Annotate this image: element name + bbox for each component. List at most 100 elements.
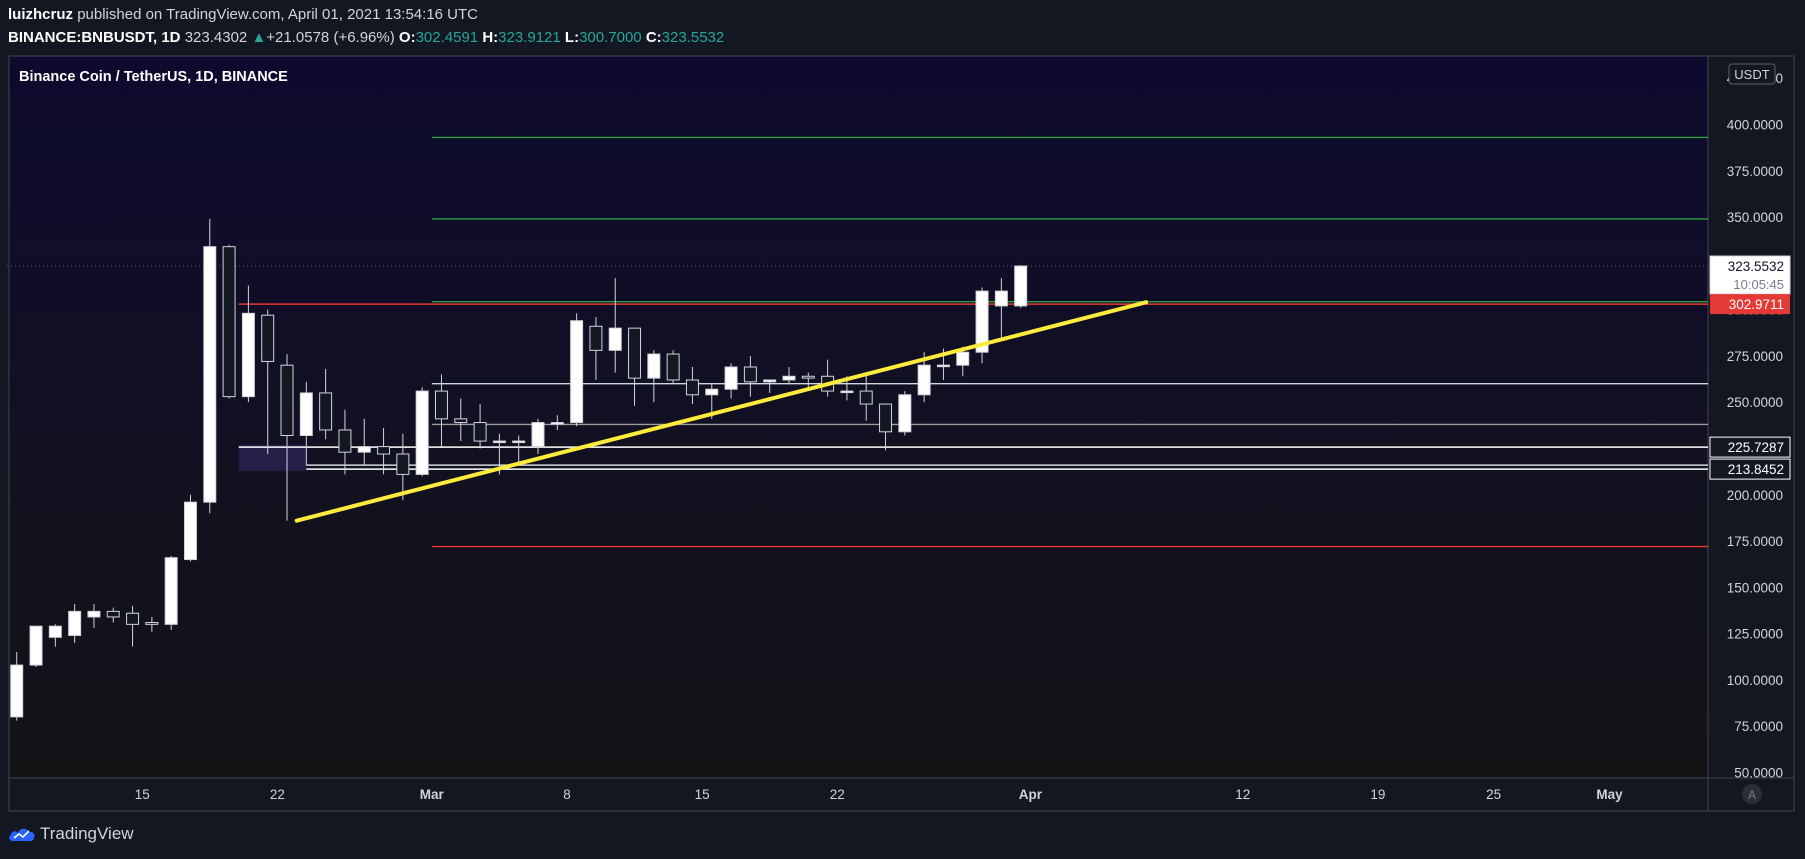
author-name[interactable]: luizhcruz [8,6,74,23]
candle[interactable] [145,616,159,632]
candle[interactable] [48,624,62,647]
candle[interactable] [396,433,410,501]
candle[interactable] [666,350,680,384]
x-tick-label: 15 [695,787,710,802]
candle[interactable] [434,374,448,447]
candle[interactable] [319,368,333,440]
candle[interactable] [763,379,777,393]
low-value: 300.7000 [579,29,642,46]
x-tick-label: Mar [420,787,445,802]
candle[interactable] [338,409,352,475]
y-tick-label: 400.0000 [1727,117,1783,132]
candle-body [48,625,62,638]
candle[interactable] [647,350,661,403]
candle-body [434,390,448,420]
candle[interactable] [126,605,140,647]
candle-body [840,390,854,394]
publish-info: luizhcruz published on TradingView.com, … [8,6,478,23]
plot-background [9,56,1708,778]
candle[interactable] [975,287,989,364]
candle[interactable] [203,218,217,514]
candle-body [685,379,699,396]
support-price-tag [1709,436,1791,458]
support-zone [238,444,307,471]
candle[interactable] [377,428,391,475]
support-price-tag [1709,458,1791,480]
candle[interactable] [782,367,796,384]
tradingview-logo[interactable]: TradingView [8,824,134,844]
candle[interactable] [550,415,564,430]
candle-body [666,353,680,381]
candle-body [473,422,487,442]
candle[interactable] [898,391,912,436]
candle[interactable] [685,367,699,405]
candle-body [782,375,796,381]
candle[interactable] [473,404,487,449]
chart-frame [8,55,1795,812]
auto-scale-button[interactable] [1742,784,1762,804]
y-tick-label: 175.0000 [1727,534,1783,549]
candle[interactable] [357,418,371,466]
candle[interactable] [801,372,815,390]
y-tick-label: 350.0000 [1727,210,1783,225]
candle[interactable] [164,555,178,630]
candle[interactable] [222,244,236,399]
candle[interactable] [628,327,642,406]
symbol-label: BINANCE:BNBUSDT, 1D [8,29,181,46]
candle-body [956,351,970,366]
candle[interactable] [879,403,893,451]
candle[interactable] [299,381,313,466]
candle-body [531,422,545,448]
candle[interactable] [10,652,24,721]
candle[interactable] [859,372,873,421]
x-tick-label: 22 [270,787,285,802]
candle-body [29,625,43,666]
candle[interactable] [415,387,429,477]
candle-body [647,353,661,379]
tradingview-cloud-icon [9,828,35,841]
x-tick-label: 15 [135,787,150,802]
auto-scale-label: A [1748,788,1756,802]
candle[interactable] [512,435,526,464]
candle[interactable] [454,398,468,442]
change-text: +21.0578 (+6.96%) [266,29,395,46]
candle-body [994,290,1008,307]
candle-body [164,557,178,625]
candle[interactable] [87,603,101,629]
candle[interactable] [531,418,545,455]
candle[interactable] [994,278,1008,338]
candle[interactable] [106,607,120,623]
candle[interactable] [29,625,43,667]
candle[interactable] [589,317,603,380]
candle[interactable] [724,363,738,399]
candle[interactable] [183,494,197,562]
candle[interactable] [743,355,757,397]
x-tick-label: Apr [1019,787,1043,802]
candle[interactable] [956,346,970,377]
candle[interactable] [68,603,82,643]
x-tick-label: 12 [1235,787,1250,802]
candle-body [183,501,197,561]
high-label: H: [482,29,499,46]
candle[interactable] [1014,265,1028,308]
candle-body [628,327,642,379]
candle[interactable] [261,309,275,455]
x-tick-label: May [1596,787,1623,802]
y-tick-label: 375.0000 [1727,164,1783,179]
candle[interactable] [608,278,622,373]
y-tick-label: 200.0000 [1727,488,1783,503]
currency-badge[interactable] [1728,63,1776,85]
ohlc-bar: BINANCE:BNBUSDT, 1D 323.4302 ▲+21.0578 (… [8,29,724,46]
candle[interactable] [570,313,584,427]
candle[interactable] [280,354,294,521]
y-tick-label: 250.0000 [1727,395,1783,410]
y-tick-label: 50.0000 [1734,765,1783,780]
resistance-price-tag [1710,294,1790,315]
candle-body [222,246,236,398]
candle[interactable] [241,285,255,403]
support-price-label: 213.8452 [1728,462,1784,477]
yellow-trendline[interactable] [294,300,1149,523]
candle-body [261,314,275,362]
candle-body [492,440,506,444]
